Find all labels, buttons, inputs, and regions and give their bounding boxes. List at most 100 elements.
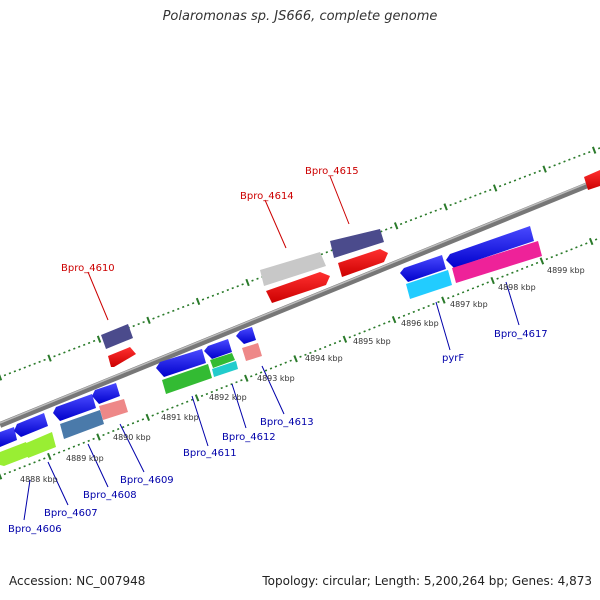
gene-bpro-4608[interactable] xyxy=(60,410,104,439)
leader-bpro-4614 xyxy=(264,199,287,249)
minor-tick xyxy=(132,324,135,328)
gene-bpro-4610-a[interactable] xyxy=(101,324,133,349)
minor-tick xyxy=(43,358,46,362)
minor-tick xyxy=(434,209,437,212)
gene-bpro-4611-a[interactable] xyxy=(156,349,206,377)
minor-tick xyxy=(256,277,259,280)
label-bpro-4606[interactable]: Bpro_4606 xyxy=(8,524,62,535)
label-leaders xyxy=(23,175,520,521)
minor-tick xyxy=(141,418,145,421)
label-bpro-4611[interactable]: Bpro_4611 xyxy=(183,448,237,459)
minor-tick xyxy=(573,156,576,159)
gene-bpro-4612-a[interactable] xyxy=(204,339,232,359)
label-bpro-4609[interactable]: Bpro_4609 xyxy=(120,475,174,486)
minor-tick xyxy=(269,367,273,370)
minor-tick xyxy=(397,316,401,319)
minor-tick xyxy=(181,402,184,405)
gene-bpro-4607-a[interactable] xyxy=(14,413,48,437)
gene-bpro-4612[interactable] xyxy=(212,361,238,377)
gene-edge-right[interactable] xyxy=(584,170,600,190)
minor-tick xyxy=(53,355,56,358)
label-bpro-4615[interactable]: Bpro_4615 xyxy=(305,166,359,177)
minor-tick xyxy=(555,254,558,257)
gene-bpro-4612-b[interactable] xyxy=(210,353,235,368)
minor-tick xyxy=(533,171,537,174)
minor-tick xyxy=(318,347,322,351)
minor-tick xyxy=(77,345,81,348)
minor-tick xyxy=(200,394,204,397)
minor-tick xyxy=(389,226,393,229)
gene-bpro-4613-a[interactable] xyxy=(236,327,256,344)
gene-bpro-4615-a[interactable] xyxy=(330,229,384,258)
minor-tick xyxy=(241,283,244,286)
label-bpro-4613[interactable]: Bpro_4613 xyxy=(260,417,314,428)
minor-tick xyxy=(216,292,220,295)
gene-bpro-4614[interactable] xyxy=(266,272,330,303)
minor-tick xyxy=(535,261,539,265)
minor-tick xyxy=(454,202,457,205)
label-pyrf[interactable]: pyrF xyxy=(442,353,464,364)
minor-tick xyxy=(412,310,416,313)
gene-edge-left[interactable] xyxy=(0,427,17,447)
major-tick xyxy=(96,433,101,441)
gene-bpro-4610[interactable] xyxy=(108,347,136,367)
forward-genes xyxy=(101,170,600,367)
major-tick xyxy=(194,394,200,402)
label-bpro-4607[interactable]: Bpro_4607 xyxy=(44,508,98,519)
minor-tick xyxy=(171,406,174,409)
minor-tick xyxy=(466,289,470,292)
minor-tick xyxy=(583,152,586,156)
minor-tick xyxy=(43,457,46,460)
minor-tick xyxy=(28,463,31,466)
minor-tick xyxy=(578,154,581,157)
minor-tick xyxy=(72,445,76,448)
label-bpro-4608[interactable]: Bpro_4608 xyxy=(83,490,137,501)
minor-tick xyxy=(112,429,115,433)
major-tick xyxy=(146,316,151,324)
minor-tick xyxy=(92,437,95,440)
minor-tick xyxy=(553,164,556,167)
gene-bpro-4613[interactable] xyxy=(242,343,262,361)
major-tick xyxy=(0,374,3,381)
minor-tick xyxy=(220,386,223,390)
label-bpro-4614[interactable]: Bpro_4614 xyxy=(240,191,294,202)
minor-tick xyxy=(565,250,568,253)
gene-bpro-4607[interactable] xyxy=(24,432,56,458)
minor-tick xyxy=(172,309,175,312)
gene-bpro-4617[interactable] xyxy=(452,241,542,283)
label-bpro-4617[interactable]: Bpro_4617 xyxy=(494,329,548,340)
minor-tick xyxy=(3,472,7,476)
minor-tick xyxy=(33,362,36,365)
minor-tick xyxy=(486,281,489,284)
label-bpro-4612[interactable]: Bpro_4612 xyxy=(222,432,276,443)
minor-tick xyxy=(63,351,66,354)
minor-tick xyxy=(137,322,140,326)
gene-pyrf-a[interactable] xyxy=(400,255,446,282)
minor-tick xyxy=(368,328,371,331)
gene-bpro-4608-a[interactable] xyxy=(53,394,96,421)
minor-tick xyxy=(264,369,268,372)
minor-tick xyxy=(289,359,292,362)
gene-bpro-4611[interactable] xyxy=(162,364,212,394)
minor-tick xyxy=(136,420,140,423)
gene-bpro-4614-grey[interactable] xyxy=(260,252,326,286)
gene-bpro-4609[interactable] xyxy=(99,399,128,420)
minor-tick xyxy=(185,400,189,403)
gene-bpro-4609-a[interactable] xyxy=(92,383,120,404)
minor-tick xyxy=(210,390,214,394)
minor-tick xyxy=(348,336,352,339)
map-title: Polaromonas sp. JS666, complete genome xyxy=(162,9,438,24)
minor-tick xyxy=(87,341,91,345)
minor-tick xyxy=(503,183,507,186)
minor-tick xyxy=(77,443,81,446)
label-bpro-4610[interactable]: Bpro_4610 xyxy=(61,263,115,274)
major-tick xyxy=(591,146,597,154)
gene-bpro-4606[interactable] xyxy=(0,442,30,466)
gene-bpro-4617-a[interactable] xyxy=(446,226,534,268)
gene-pyrf[interactable] xyxy=(406,270,452,299)
minor-tick xyxy=(523,175,527,178)
minor-tick xyxy=(176,404,179,407)
gene-bpro-4615[interactable] xyxy=(338,249,388,277)
major-tick xyxy=(245,278,250,287)
